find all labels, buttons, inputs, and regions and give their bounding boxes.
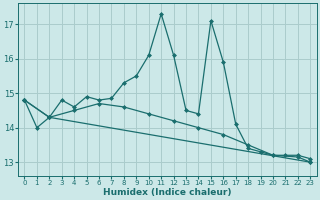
X-axis label: Humidex (Indice chaleur): Humidex (Indice chaleur) [103, 188, 232, 197]
